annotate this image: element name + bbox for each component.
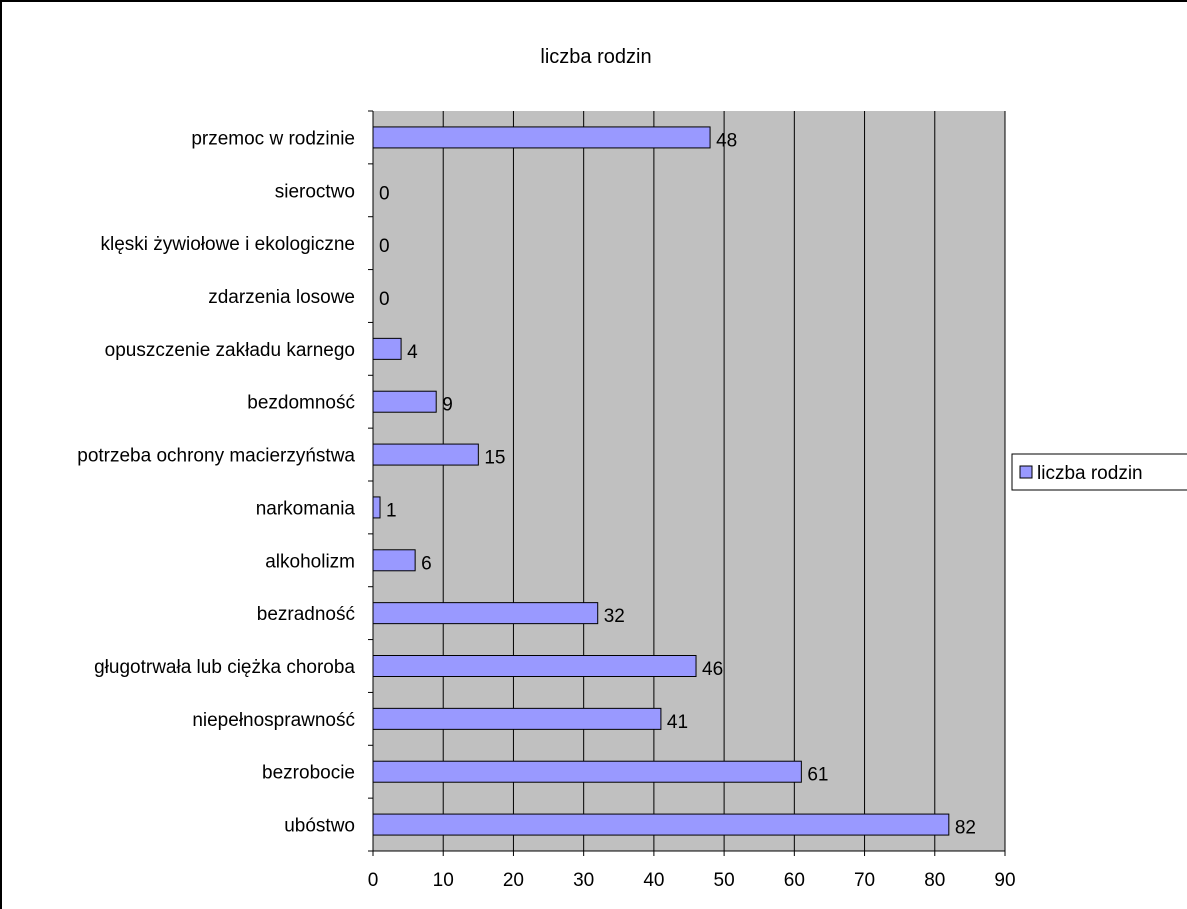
data-label: 0 <box>379 183 390 204</box>
data-label: 46 <box>702 659 723 680</box>
category-label: zdarzenia losowe <box>208 287 355 308</box>
bar <box>372 707 662 730</box>
data-label: 6 <box>421 553 432 574</box>
category-label: gługotrwała lub ciężka choroba <box>94 657 355 678</box>
data-label: 0 <box>379 289 390 310</box>
x-tick-label: 40 <box>643 870 664 891</box>
bar <box>372 126 711 149</box>
category-label: sieroctwo <box>275 181 355 202</box>
category-label: opuszczenie zakładu karnego <box>105 340 355 361</box>
bar <box>372 655 697 677</box>
x-tick-label: 30 <box>573 870 594 891</box>
x-tick-label: 10 <box>433 870 454 891</box>
x-tick-label: 90 <box>994 870 1015 891</box>
data-label: 9 <box>442 395 453 416</box>
legend: liczba rodzin <box>1011 453 1187 491</box>
x-tick-label: 80 <box>924 870 945 891</box>
bar <box>372 813 950 836</box>
data-label: 41 <box>667 712 688 733</box>
plot-background <box>373 111 1005 851</box>
bar <box>372 549 416 572</box>
category-label: ubóstwo <box>284 816 355 837</box>
category-label: klęski żywiołowe i ekologiczne <box>101 234 356 255</box>
data-label: 82 <box>955 818 976 839</box>
category-label: bezradność <box>257 604 355 625</box>
category-label: przemoc w rodzinie <box>191 128 355 149</box>
x-tick-label: 20 <box>503 870 524 891</box>
category-label: niepełnosprawność <box>192 710 355 731</box>
data-label: 32 <box>604 606 625 627</box>
data-label: 1 <box>386 500 397 521</box>
data-label: 15 <box>484 448 505 469</box>
category-label: alkoholizm <box>265 551 355 572</box>
bar <box>372 443 479 466</box>
bar <box>372 760 802 783</box>
data-label: 4 <box>407 342 418 363</box>
bar <box>372 496 381 519</box>
chart-title: liczba rodzin <box>540 46 651 68</box>
x-tick-label: 60 <box>784 870 805 891</box>
data-label: 48 <box>716 130 737 151</box>
category-label: bezdomność <box>247 393 355 414</box>
legend-label: liczba rodzin <box>1037 463 1143 484</box>
bar <box>372 337 402 360</box>
category-label: bezrobocie <box>262 763 355 784</box>
x-tick-label: 0 <box>368 870 379 891</box>
x-tick-label: 50 <box>714 870 735 891</box>
x-tick-label: 70 <box>854 870 875 891</box>
bar <box>372 602 599 625</box>
data-label: 0 <box>379 236 390 257</box>
category-label: narkomania <box>256 498 356 519</box>
data-label: 61 <box>807 765 828 786</box>
legend-box <box>1011 453 1187 491</box>
category-label: potrzeba ochrony macierzyństwa <box>77 446 355 467</box>
bar <box>372 390 437 413</box>
legend-swatch <box>1019 465 1033 479</box>
